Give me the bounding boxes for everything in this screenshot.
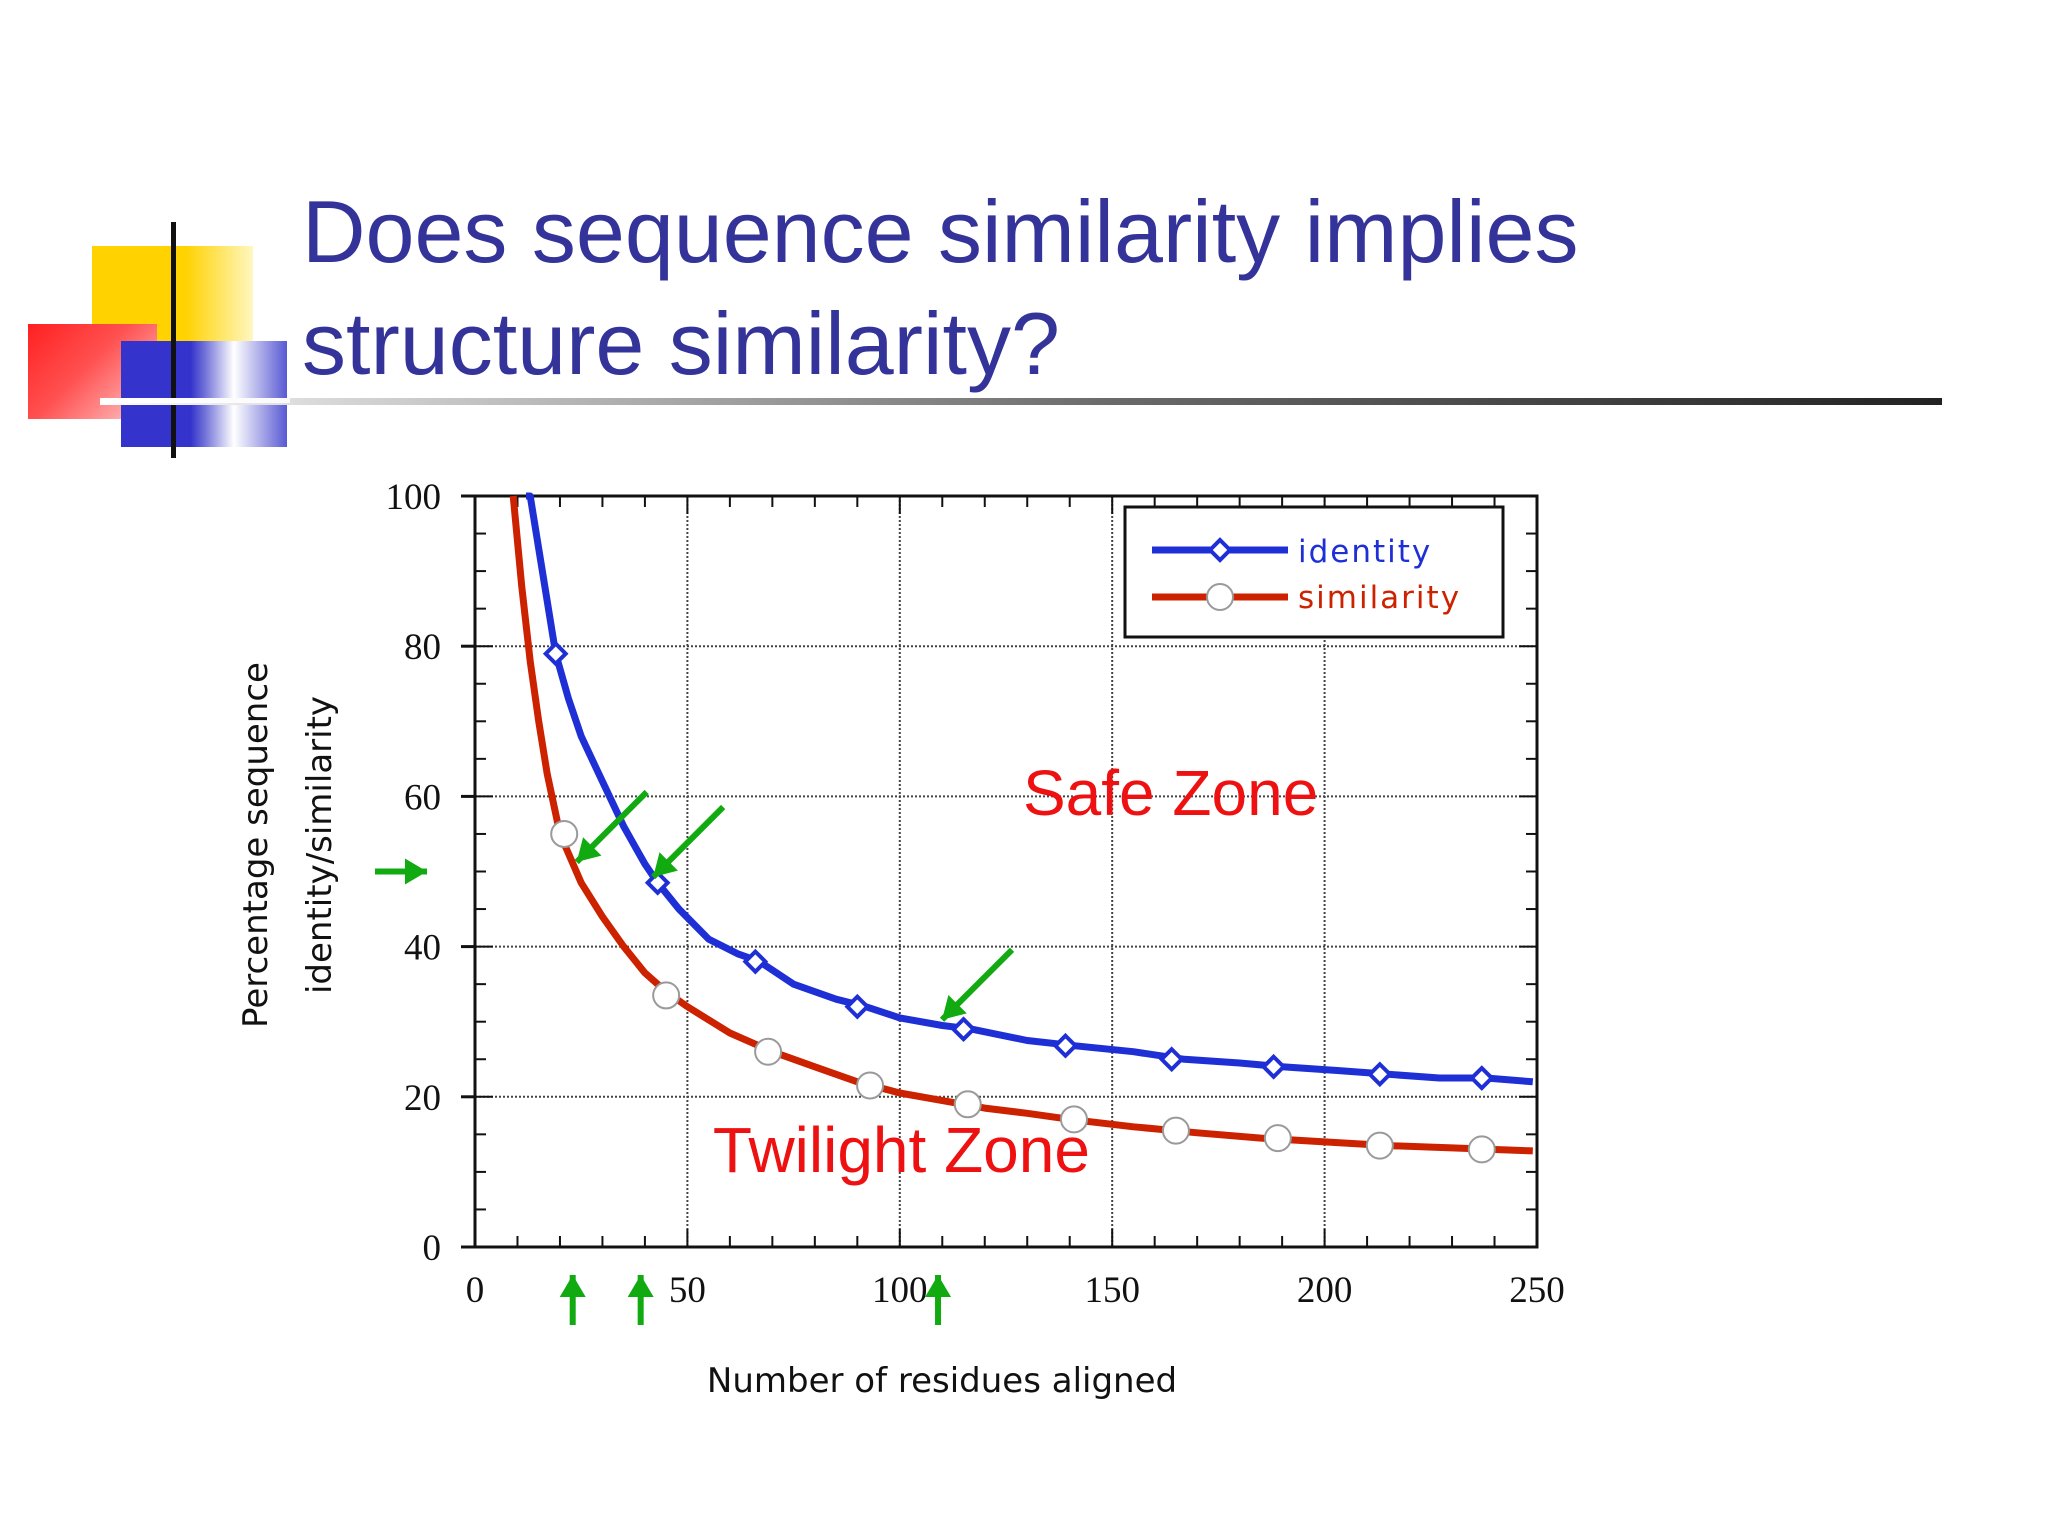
curve-arrow-1-head: [653, 852, 678, 878]
legend: identity similarity: [1123, 505, 1505, 639]
y-axis-label-line-2: identity/similarity: [300, 696, 340, 994]
arrow-group: [375, 789, 1015, 1325]
x-tick-label-0: 0: [466, 1270, 485, 1311]
y-tick-label-40: 40: [404, 928, 441, 969]
decor-horizontal-line: [100, 398, 290, 403]
marker-identity-3: [844, 993, 871, 1020]
slide-title-line-1: Does sequence similarity implies: [302, 182, 1579, 281]
curve-arrow-0-head: [576, 837, 602, 862]
marker-identity-8: [1366, 1061, 1393, 1088]
x-axis-arrow-0: [559, 1275, 586, 1325]
legend-similarity-marker: [1206, 583, 1234, 611]
legend-box: [1123, 505, 1505, 639]
slide-title-line-2: structure similarity?: [302, 294, 1060, 393]
series-group: [509, 492, 1534, 1164]
marker-similarity-9: [1467, 1135, 1496, 1164]
x-tick-label-50: 50: [669, 1270, 706, 1311]
x-axis-label: Number of residues aligned: [707, 1361, 1177, 1401]
marker-identity-0: [542, 640, 569, 667]
curve-arrow-1: [651, 804, 726, 880]
annotation-twilight-zone: Twilight Zone: [713, 1114, 1090, 1186]
x-axis-arrow-0-head: [559, 1275, 586, 1297]
y-tick-label-0: 0: [423, 1228, 442, 1269]
marker-identity-6: [1158, 1046, 1185, 1073]
marker-similarity-2: [754, 1037, 783, 1066]
curve-arrow-2: [939, 947, 1015, 1022]
legend-identity-marker: [1207, 537, 1233, 563]
marker-similarity-3: [856, 1071, 885, 1100]
y-axis-label-line-1: Percentage sequence: [236, 662, 276, 1028]
legend-similarity-label: similarity: [1298, 580, 1461, 616]
title-underline: [100, 398, 1942, 405]
x-tick-label-150: 150: [1084, 1270, 1140, 1311]
decor-blue-square: [121, 341, 287, 447]
label-group: Number of residues aligned Percentage se…: [236, 477, 1565, 1401]
curve-arrow-2-head: [942, 994, 967, 1020]
legend-identity-label: identity: [1298, 534, 1432, 570]
y-tick-label-100: 100: [386, 477, 442, 518]
annotation-safe-zone: Safe Zone: [1023, 757, 1318, 829]
x-axis-arrow-2: [925, 1275, 952, 1325]
marker-identity-4: [950, 1016, 977, 1043]
marker-similarity-8: [1365, 1131, 1394, 1160]
slide-title: Does sequence similarity implies structu…: [302, 176, 1902, 400]
decor-vertical-line: [171, 222, 176, 458]
x-axis-arrow-1-head: [627, 1275, 654, 1297]
marker-identity-1: [644, 869, 671, 896]
y-tick-label-20: 20: [404, 1078, 441, 1119]
curve-arrow-0: [574, 789, 649, 865]
marker-identity-9: [1468, 1065, 1495, 1091]
marker-similarity-5: [1059, 1105, 1088, 1134]
x-tick-label-100: 100: [872, 1270, 928, 1311]
marker-identity-5: [1052, 1032, 1079, 1059]
y-axis-arrow-0-head: [405, 858, 427, 885]
marker-similarity-7: [1263, 1124, 1292, 1153]
series-line-similarity: [509, 495, 1533, 1155]
marker-similarity-0: [550, 819, 579, 848]
axes: [461, 494, 1539, 1249]
y-tick-label-60: 60: [404, 777, 441, 818]
marker-similarity-1: [652, 981, 681, 1010]
marker-similarity-6: [1161, 1116, 1190, 1145]
x-axis-arrow-1: [627, 1275, 654, 1325]
marker-identity-7: [1260, 1053, 1287, 1080]
x-tick-label-250: 250: [1509, 1270, 1565, 1311]
marker-similarity-4: [953, 1090, 982, 1119]
y-axis-arrow-0: [375, 858, 427, 885]
x-tick-label-200: 200: [1297, 1270, 1353, 1311]
x-axis-arrow-2-head: [925, 1275, 952, 1297]
marker-identity-2: [742, 948, 769, 975]
y-tick-label-80: 80: [404, 627, 441, 668]
